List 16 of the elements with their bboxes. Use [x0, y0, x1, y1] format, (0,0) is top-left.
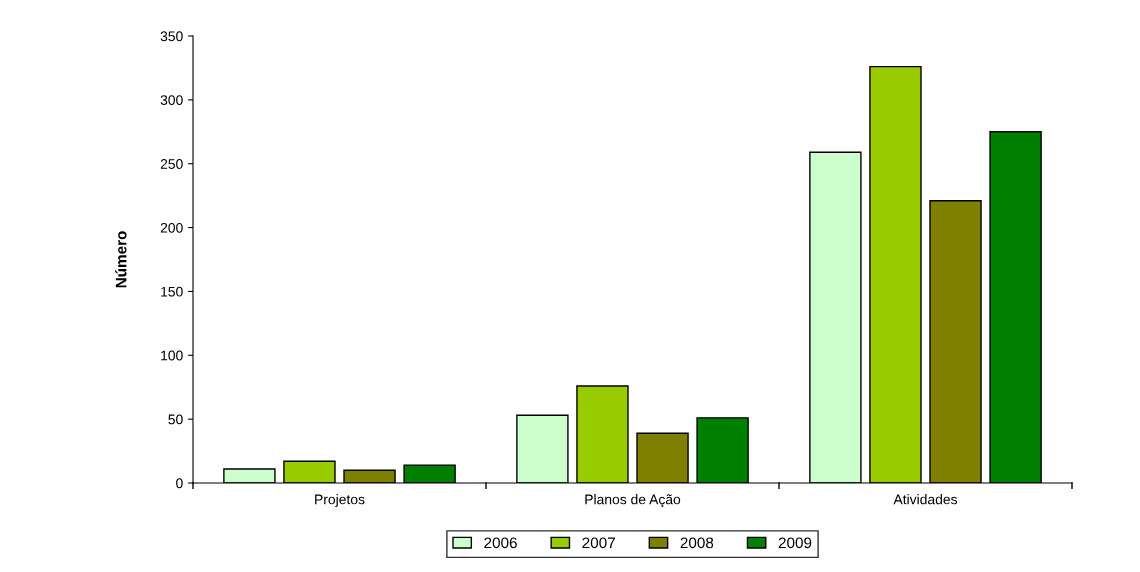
y-tick-label: 300	[160, 95, 183, 106]
x-tick-label: Atividades	[893, 494, 958, 505]
legend-label: 2006	[484, 537, 517, 549]
y-tick-label: 250	[160, 159, 183, 169]
y-tick-label: 100	[161, 350, 183, 361]
y-tick-label: 0	[176, 478, 183, 489]
legend-label: 2008	[680, 537, 714, 549]
y-tick-label: 200	[160, 222, 183, 233]
legend-label: 2009	[778, 537, 812, 549]
x-tick-label: Projetos	[315, 494, 365, 508]
y-tick-label: 350	[160, 31, 183, 42]
y-axis-title: Número	[115, 231, 127, 288]
legend-label: 2007	[582, 537, 615, 549]
y-tick-label: 50	[168, 414, 183, 425]
y-tick-label: 150	[161, 286, 183, 297]
x-tick-label: Planos de Ação	[585, 494, 681, 508]
